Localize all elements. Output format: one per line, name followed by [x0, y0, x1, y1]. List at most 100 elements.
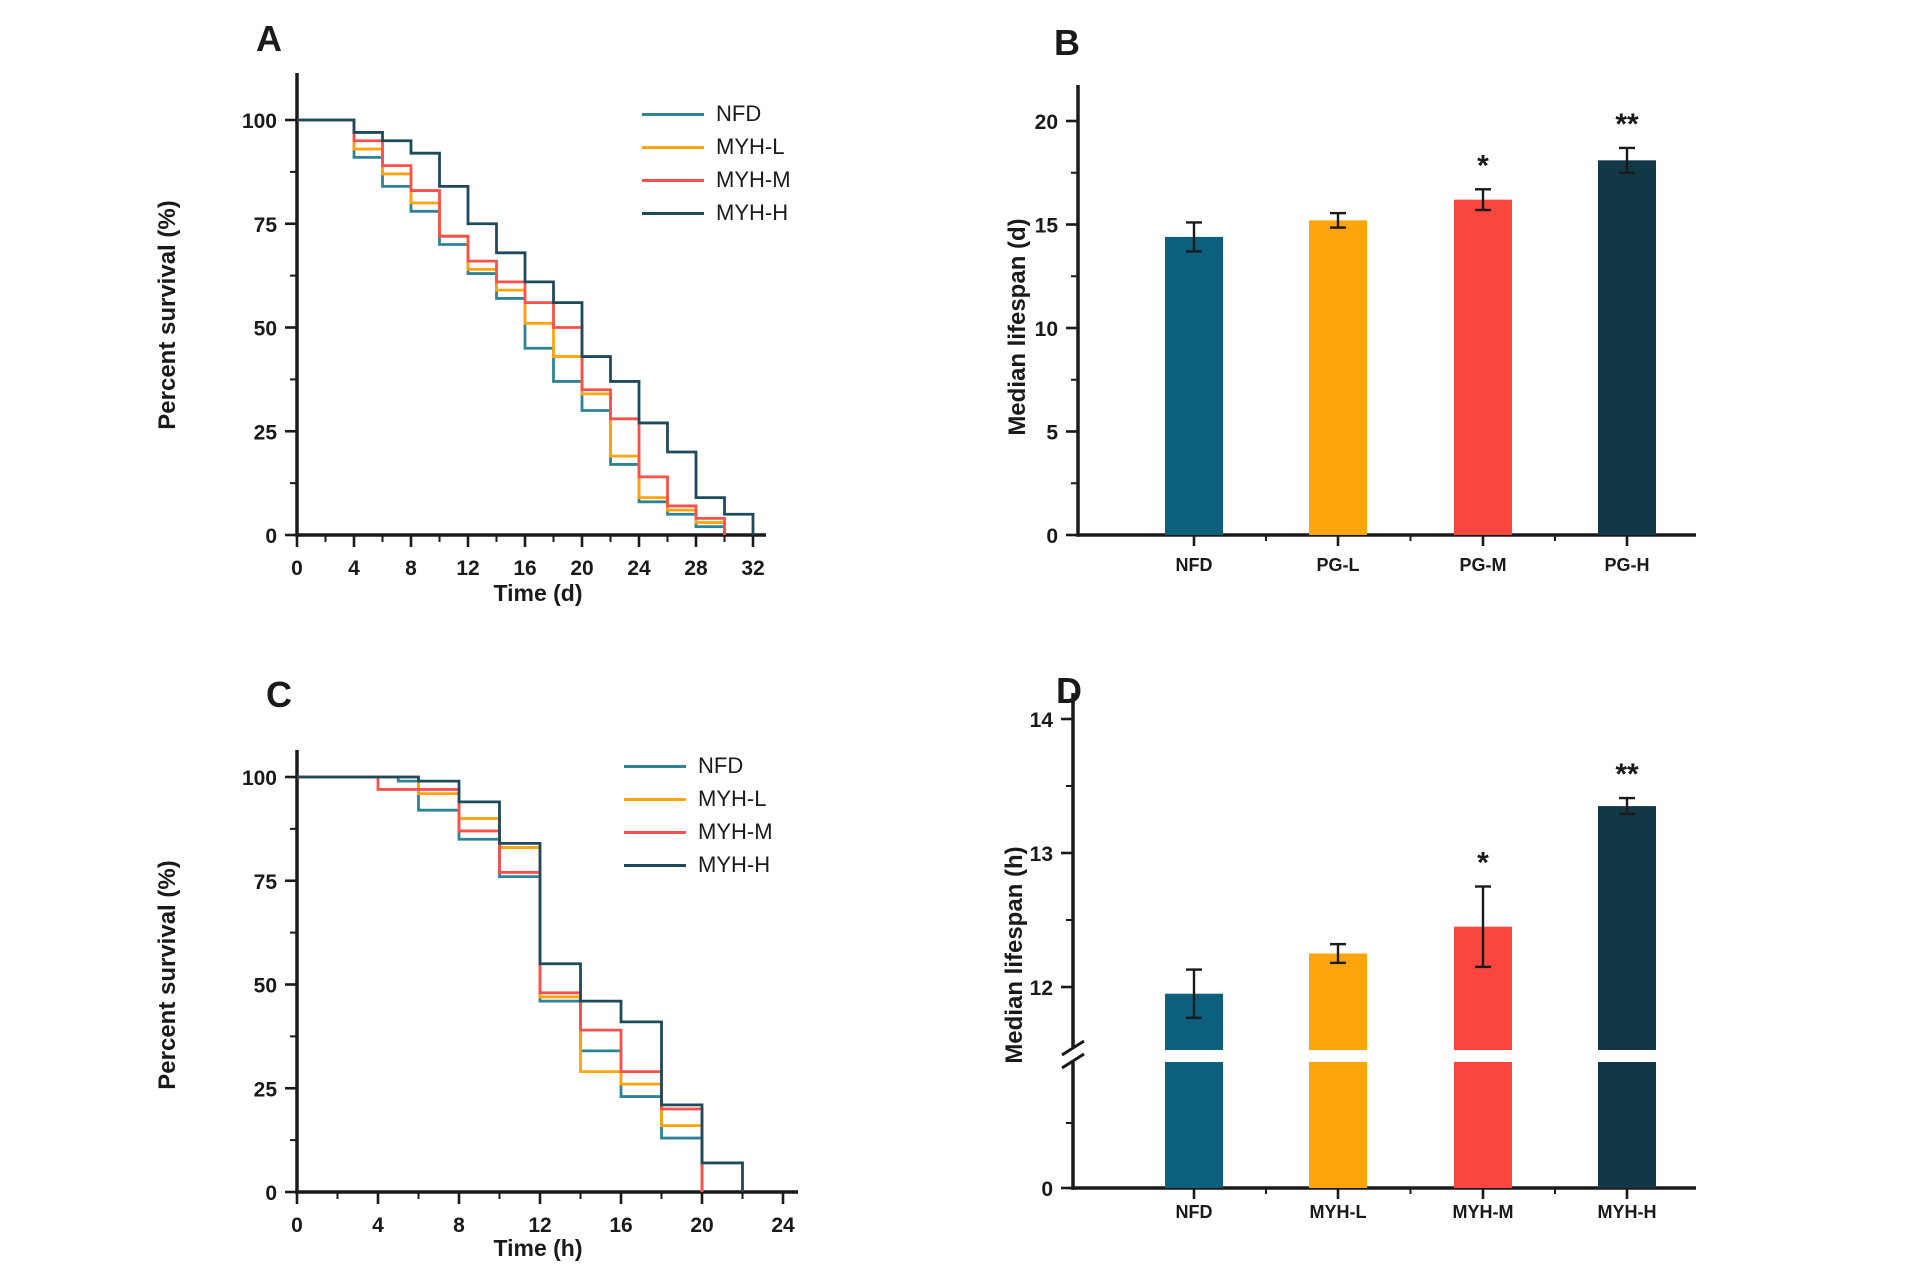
x-tick-label: 0 [291, 1214, 303, 1237]
legend-label: MYH-L [698, 786, 767, 811]
category-label: MYH-M [1453, 1202, 1514, 1222]
bar-PG-L [1309, 220, 1367, 536]
axis-break-slash [1061, 1039, 1085, 1057]
x-tick-label: 32 [741, 557, 764, 580]
survival-curve-MYH-M [297, 118, 726, 535]
x-tick-label: 16 [513, 557, 536, 580]
x-tick-label: 20 [570, 557, 593, 580]
x-tick-label: 4 [372, 1214, 384, 1237]
y-tick-label: 10 [1035, 318, 1058, 341]
axes: 0 25 50 75 100 0 4 8 12 16 20 24 28 32 [242, 73, 766, 580]
panel-label-a: A [256, 18, 282, 59]
x-tick-label: 28 [684, 557, 708, 580]
legend-label: MYH-L [716, 134, 785, 159]
bar-chart-hours: 0 12 13 14 NFD MYH-L * MYH-M ** MYH-H [1030, 693, 1696, 1222]
y-tick-label: 25 [254, 421, 278, 444]
legend-item: MYH-H [624, 852, 773, 877]
legend-a: NFD MYH-L MYH-M MYH-H [642, 101, 791, 225]
y-axis-title-b: Median lifespan (d) [1004, 218, 1031, 436]
legend-label: MYH-M [698, 819, 773, 844]
category-label: PG-L [1317, 555, 1360, 575]
legend-line-swatch [642, 112, 704, 116]
bar-NFD [1165, 236, 1223, 536]
panel-label-c: C [266, 674, 292, 715]
y-tick-label: 100 [242, 767, 277, 790]
panel-median-lifespan-days: 0 5 10 15 20 NFD PG-L * PG-M ** PG-H B Median life… [960, 15, 1750, 647]
legend-line-swatch [624, 863, 686, 867]
axis-break-stripe [1163, 1050, 1225, 1062]
category-label: NFD [1176, 555, 1213, 575]
legend-label: MYH-H [698, 852, 771, 877]
legend-item: MYH-M [642, 167, 791, 192]
axis-break-stripe [1452, 1050, 1514, 1062]
bar-NFD [1165, 993, 1223, 1188]
y-axis-title-d: Median lifespan (h) [1001, 846, 1028, 1064]
significance-marker: ** [1615, 108, 1639, 141]
significance-marker: ** [1615, 758, 1639, 791]
x-axis-title-c: Time (h) [493, 1235, 583, 1261]
bar-chart-days: 0 5 10 15 20 NFD PG-L * PG-M ** PG-H [1035, 85, 1696, 575]
panel-survival-days: 0 25 50 75 100 0 4 8 12 16 20 24 28 32 A Percent surv… [150, 15, 870, 647]
y-tick-label: 25 [254, 1078, 278, 1101]
y-tick-label: 0 [1046, 525, 1058, 548]
bar-PG-M [1454, 199, 1512, 535]
x-tick-label: 24 [771, 1214, 795, 1237]
x-tick-label: 4 [348, 557, 360, 580]
error-bar-PG-L [1330, 211, 1346, 229]
legend-item: NFD [624, 753, 773, 778]
error-bar-MYH-H [1619, 796, 1635, 816]
y-tick-label: 75 [254, 871, 278, 894]
y-tick-label: 5 [1046, 422, 1058, 445]
y-tick-label: 20 [1035, 111, 1058, 134]
legend-label: MYH-H [716, 200, 789, 225]
legend-label: MYH-M [716, 167, 791, 192]
error-bar-PG-H [1619, 146, 1635, 174]
y-axis-title-a: Percent survival (%) [154, 200, 181, 430]
error-bar-NFD [1186, 968, 1202, 1020]
x-tick-label: 8 [453, 1214, 465, 1237]
legend-line-swatch [642, 211, 704, 215]
x-axis-title-a: Time (d) [493, 580, 583, 606]
panel-survival-hours: 0 25 50 75 100 0 4 8 12 16 20 24 C Percent survival… [150, 655, 870, 1280]
category-label: NFD [1176, 1202, 1213, 1222]
error-bar-NFD [1186, 221, 1202, 253]
bar-PG-H [1598, 160, 1656, 535]
x-tick-label: 12 [528, 1214, 551, 1237]
legend-line-swatch [624, 830, 686, 834]
y-tick-label: 50 [254, 318, 277, 341]
y-tick-label: 100 [242, 110, 277, 133]
y-tick-label: 15 [1035, 215, 1059, 238]
category-label: MYH-L [1310, 1202, 1367, 1222]
legend-item: NFD [642, 101, 791, 126]
legend-item: MYH-M [624, 819, 773, 844]
legend-item: MYH-H [642, 200, 791, 225]
error-bar-PG-M [1475, 188, 1491, 212]
category-label: PG-M [1460, 555, 1507, 575]
panel-label-b: B [1054, 22, 1080, 63]
y-axis-title-c: Percent survival (%) [154, 860, 181, 1090]
y-tick-label: 13 [1030, 843, 1053, 866]
legend-c: NFD MYH-L MYH-M MYH-H [624, 753, 773, 877]
y-tick-label: 0 [1041, 1178, 1053, 1201]
x-tick-label: 0 [291, 557, 303, 580]
significance-marker: * [1477, 847, 1489, 880]
category-label: MYH-H [1598, 1202, 1657, 1222]
legend-label: NFD [716, 101, 762, 126]
significance-marker: * [1477, 149, 1489, 182]
x-tick-label: 12 [456, 557, 479, 580]
category-label: PG-H [1605, 555, 1650, 575]
x-tick-label: 20 [690, 1214, 713, 1237]
axis-break-slash [1061, 1052, 1085, 1070]
y-tick-label: 75 [254, 214, 278, 237]
axis-break-stripe [1596, 1050, 1658, 1062]
legend-line-swatch [624, 797, 686, 801]
error-bar-MYH-L [1330, 942, 1346, 965]
x-tick-label: 24 [627, 557, 651, 580]
legend-label: NFD [698, 753, 744, 778]
legend-line-swatch [624, 764, 686, 768]
survival-chart-hours: 0 25 50 75 100 0 4 8 12 16 20 24 [242, 750, 798, 1237]
survival-chart-days: 0 25 50 75 100 0 4 8 12 16 20 24 28 32 [242, 73, 766, 580]
axis-break-stripe [1307, 1050, 1369, 1062]
error-bar-MYH-M [1475, 885, 1491, 969]
legend-line-swatch [642, 178, 704, 182]
